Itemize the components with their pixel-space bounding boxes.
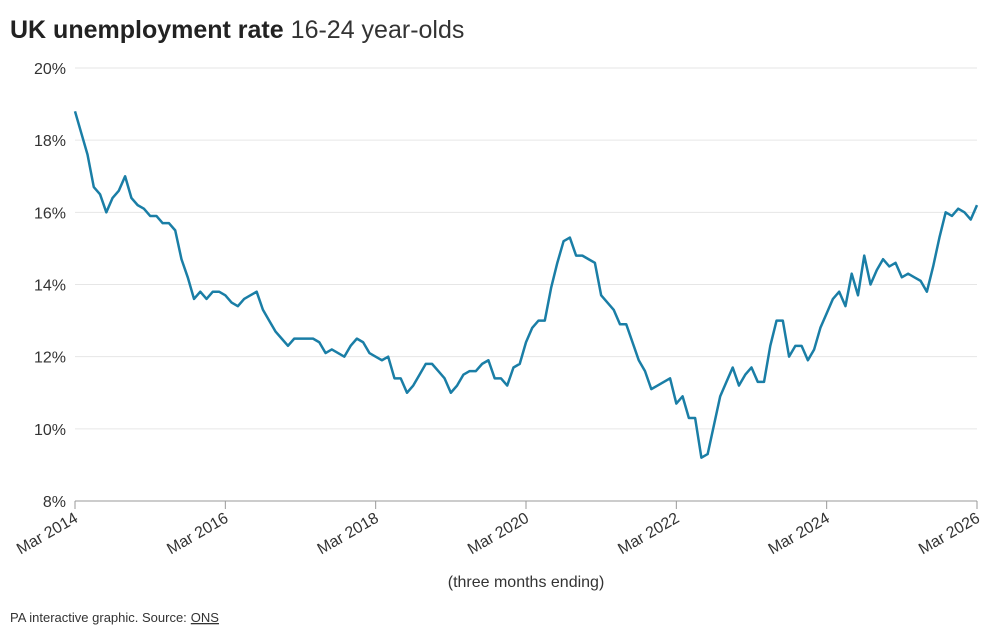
subtitle: 16-24 year-olds [291, 16, 465, 44]
data-line [73, 110, 979, 459]
x-tick-label: Mar 2022 [615, 510, 682, 559]
x-tick-label: Mar 2024 [766, 510, 833, 559]
x-tick-label: Mar 2016 [164, 510, 231, 559]
x-tick-label: Mar 2018 [315, 510, 382, 559]
source: PA interactive graphic. Source: ONS [10, 610, 219, 625]
y-tick-label: 14% [34, 278, 66, 295]
x-tick-label: Mar 2014 [14, 510, 81, 559]
title: UK unemployment rate [10, 16, 284, 44]
x-axis-label: (three months ending) [448, 574, 605, 591]
y-tick-label: 8% [43, 494, 66, 511]
y-tick-label: 20% [34, 61, 66, 78]
y-tick-label: 18% [34, 133, 66, 150]
y-tick-label: 10% [34, 422, 66, 439]
x-tick-label: Mar 2026 [916, 510, 983, 559]
chart-title: UK unemployment rate 16-24 year-olds [10, 16, 464, 44]
source-text: PA interactive graphic. Source: [10, 610, 187, 625]
source-link[interactable]: ONS [191, 610, 220, 625]
y-tick-label: 16% [34, 205, 66, 222]
y-tick-label: 12% [34, 350, 66, 367]
x-tick-label: Mar 2020 [465, 510, 532, 559]
